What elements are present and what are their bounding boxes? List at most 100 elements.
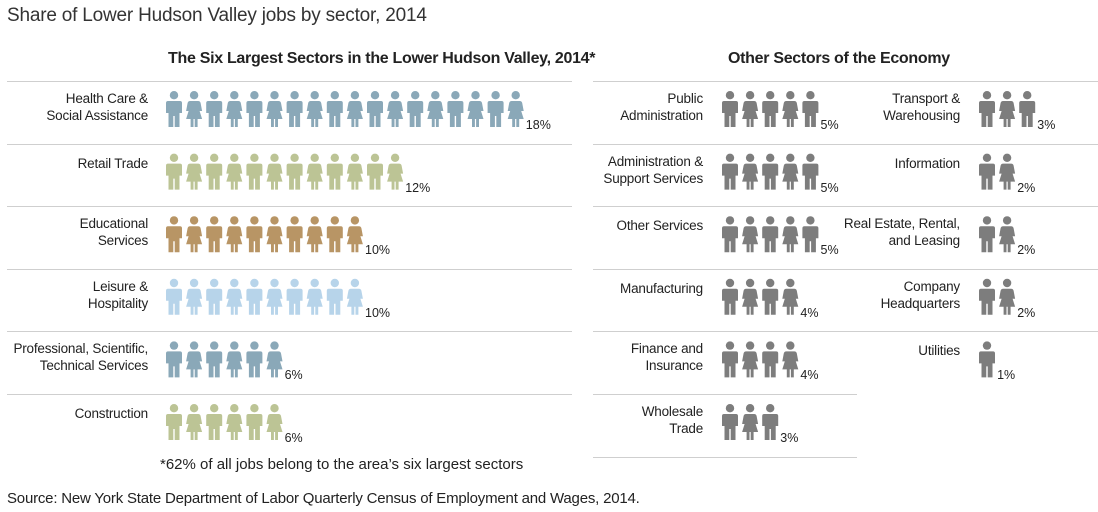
largest-sector-row-1-person-icon <box>306 153 323 190</box>
largest-sector-row-0-person-icon <box>427 91 444 127</box>
other-sector-row-2-person-icon <box>722 216 738 253</box>
other-sector-row-3-person-icon <box>742 278 759 315</box>
other-sector-row-5-person-icon <box>722 404 738 440</box>
largest-sector-row-0-person-icon <box>246 91 263 127</box>
source-note: Source: New York State Department of Lab… <box>7 490 640 507</box>
other-sector-row-9-person-icon <box>999 278 1016 315</box>
largest-sector-row-2-person-icon <box>266 216 283 253</box>
largest-sector-row-5-person-icon <box>226 404 243 440</box>
largest-sector-row-3-label-line: Hospitality <box>87 295 148 311</box>
other-sector-row-9-label-line: Headquarters <box>880 295 961 311</box>
largest-sector-row-1-person-icon <box>246 153 263 190</box>
other-sector-row-0-value-label: 5% <box>820 118 839 132</box>
largest-sector-row-1-person-icon <box>367 153 383 190</box>
largest-sector-row-5-person-icon <box>186 404 203 440</box>
other-sector-row-3-person-icon <box>722 278 738 315</box>
other-sector-row-4-value-label: 4% <box>800 368 819 383</box>
other-sector-row-1-label-line: Administration & <box>607 153 703 169</box>
largest-sector-row-3-person-icon <box>166 278 182 315</box>
largest-sector-row-3-label: Leisure & Hospitality <box>88 278 148 312</box>
largest-sector-row-2-label: Educational Services <box>79 215 149 249</box>
largest-sector-row-2-person-icon <box>326 216 343 253</box>
right-row-rule <box>593 81 1098 82</box>
largest-sector-row-0-person-icon <box>346 91 363 127</box>
left-row-rule <box>7 206 572 208</box>
other-sector-row-1-person-icon <box>722 153 738 190</box>
largest-sector-row-1-value-label: 12% <box>405 180 431 195</box>
largest-sector-row-5-label: Construction <box>74 405 149 422</box>
largest-sector-row-4-person-icon <box>266 341 283 378</box>
other-sector-row-10-value-label: 1% <box>997 368 1016 383</box>
largest-sector-row-3-value-label: 10% <box>365 305 391 320</box>
largest-sector-row-4-label-line: Professional, Scientific, <box>13 341 148 357</box>
other-sector-row-1-label-line: Support Services <box>603 170 703 186</box>
largest-sector-row-4-label: Professional, Scientific, Technical Servi… <box>13 340 148 374</box>
other-sector-row-1-value-label: 5% <box>820 180 839 195</box>
largest-sector-row-1-person-icon <box>226 153 243 190</box>
largest-sector-row-0-person-icon <box>507 91 524 127</box>
largest-sector-row-1-person-icon <box>326 153 343 190</box>
other-sector-row-8-value-label: 2% <box>1017 243 1036 258</box>
other-sector-row-4-person-icon <box>742 341 759 378</box>
other-sector-row-3-label-line: Manufacturing <box>620 280 703 296</box>
largest-sector-row-0-person-icon <box>407 91 424 127</box>
largest-sector-row-2-person-icon <box>186 216 203 253</box>
other-sector-row-3-person-icon <box>762 278 779 315</box>
other-sector-row-7-value-label: 2% <box>1017 180 1036 195</box>
left-top-rule <box>7 81 572 82</box>
other-sector-row-6-person-icon <box>999 91 1016 127</box>
other-sector-row-3-person-icon <box>782 278 799 315</box>
largest-sector-row-0-label: Health Care & Social Assistance <box>46 90 148 124</box>
largest-sector-row-4-person-icon <box>166 341 182 378</box>
largest-sector-row-5-person-icon <box>206 404 223 440</box>
other-sector-row-3-value-label: 4% <box>800 305 819 320</box>
largest-sector-row-0-person-icon <box>447 91 464 127</box>
other-sector-row-2-value-label: 5% <box>820 243 839 258</box>
largest-sector-row-2-person-icon <box>206 216 223 253</box>
other-sector-row-1-label: Administration & Support Services <box>603 153 703 187</box>
other-sector-row-5-label-line: Wholesale <box>641 404 703 419</box>
other-sector-row-4-person-icon <box>762 341 779 378</box>
right-row-rule <box>593 268 1098 270</box>
other-sector-row-8-person-icon <box>999 216 1016 253</box>
right-row-rule <box>593 206 1098 208</box>
other-sector-row-1-person-icon <box>802 153 819 190</box>
other-sector-row-3-label: Manufacturing <box>620 280 703 297</box>
largest-sector-row-1-person-icon <box>186 153 203 190</box>
right-row-rule <box>593 394 857 395</box>
largest-sector-row-1-person-icon <box>206 153 223 190</box>
left-row-rule <box>7 331 572 333</box>
other-sector-row-0-person-icon <box>782 91 799 127</box>
chart-title: Share of Lower Hudson Valley jobs by sec… <box>7 5 427 26</box>
largest-sector-row-5-value-label: 6% <box>284 431 303 445</box>
other-sector-row-6-label-line: Warehousing <box>883 108 960 123</box>
largest-sector-row-1-label: Retail Trade <box>78 155 149 172</box>
other-sector-row-6-person-icon <box>979 91 995 127</box>
largest-sector-row-0-person-icon <box>367 91 383 127</box>
largest-sector-row-0-person-icon <box>226 91 243 127</box>
largest-sector-row-3-label-line: Leisure & <box>92 278 148 294</box>
largest-sector-row-2-person-icon <box>166 216 182 253</box>
largest-sector-row-3-person-icon <box>266 278 283 315</box>
other-sector-row-7-person-icon <box>999 153 1016 190</box>
largest-sector-row-2-person-icon <box>346 216 363 253</box>
other-sector-row-10-person-icon <box>979 341 995 378</box>
other-sector-row-1-person-icon <box>742 153 759 190</box>
other-sector-row-5-label-line: Trade <box>669 421 703 436</box>
largest-sector-row-2-label-line: Educational <box>79 216 149 232</box>
largest-sector-row-2-person-icon <box>286 216 303 253</box>
largest-sector-row-2-person-icon <box>226 216 243 253</box>
largest-sector-row-5-label-line: Construction <box>74 406 149 421</box>
other-sector-row-9-value-label: 2% <box>1017 305 1036 320</box>
other-sector-row-10-label: Utilities <box>918 342 960 359</box>
other-sector-row-6-person-icon <box>1019 91 1036 127</box>
right-row-rule <box>593 331 1098 333</box>
largest-sector-row-0-person-icon <box>387 91 404 127</box>
other-sector-row-4-person-icon <box>722 341 738 378</box>
other-sector-row-0-label: Public Administration <box>620 90 703 124</box>
other-sector-row-9-label-line: Company <box>903 278 961 294</box>
other-sector-row-2-person-icon <box>782 216 799 253</box>
other-sector-row-7-label-line: Information <box>894 155 961 171</box>
largest-sector-row-0-person-icon <box>306 91 323 127</box>
